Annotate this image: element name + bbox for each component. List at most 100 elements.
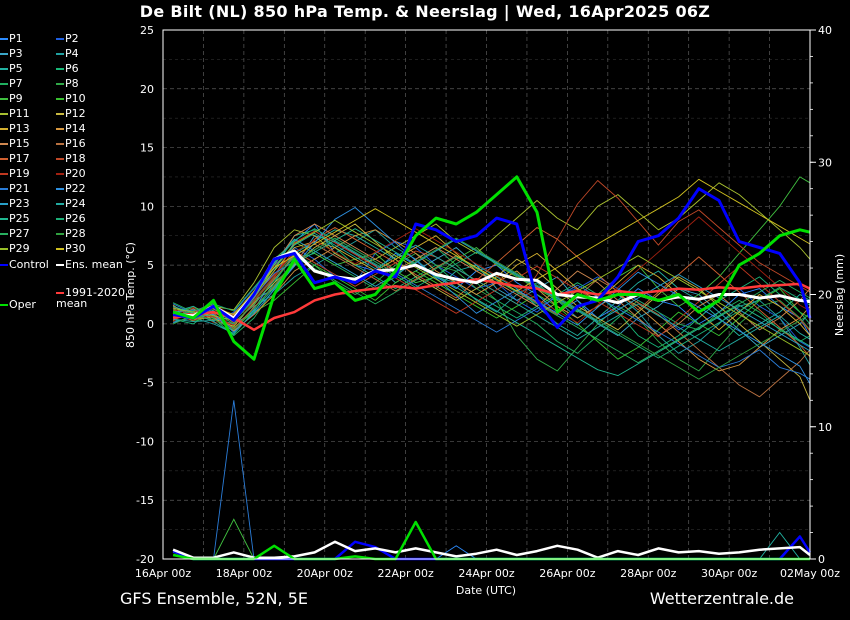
legend-label: P13 [9, 122, 30, 135]
legend-label: P25 [9, 212, 30, 225]
legend-label: P12 [65, 107, 86, 120]
legend-swatch [0, 203, 8, 205]
legend-label: P4 [65, 47, 79, 60]
legend-label: P2 [65, 32, 79, 45]
y2-tick-label: 0 [818, 553, 825, 566]
member-line-p10 [172, 264, 811, 360]
highlight-series [172, 175, 812, 361]
legend-item-p4: P4 [56, 47, 79, 60]
legend-label: P21 [9, 182, 30, 195]
legend-item-p14: P14 [56, 122, 86, 135]
legend-item-control: Control [0, 258, 49, 271]
y-tick-label: 5 [147, 259, 154, 272]
y-tick-label: 15 [140, 142, 154, 155]
y2-tick-label: 20 [818, 289, 832, 302]
chart-title: De Bilt (NL) 850 hPa Temp. & Neerslag | … [139, 2, 711, 21]
precipitation-series [172, 400, 812, 561]
y-tick-label: 0 [147, 318, 154, 331]
legend-item-p19: P19 [0, 167, 30, 180]
legend-item-p13: P13 [0, 122, 30, 135]
legend-swatch [56, 143, 64, 145]
plot-frame [162, 29, 811, 560]
legend-item-p16: P16 [56, 137, 86, 150]
legend-label: P19 [9, 167, 30, 180]
series-line-control [172, 187, 812, 329]
x-tick-label: 18Apr 00z [216, 567, 273, 580]
legend-label: P27 [9, 227, 30, 240]
x-tick-label: 20Apr 00z [297, 567, 354, 580]
legend-swatch [0, 83, 8, 85]
legend-swatch [0, 158, 8, 160]
legend-label: Oper [9, 298, 36, 311]
legend-item-p7: P7 [0, 77, 23, 90]
precip-line-p5 [173, 531, 810, 560]
legend-item-p29: P29 [0, 242, 30, 255]
legend-label: P30 [65, 242, 86, 255]
legend-item-p3: P3 [0, 47, 23, 60]
legend-item-p11: P11 [0, 107, 30, 120]
member-line-p21 [172, 237, 811, 380]
legend-label: P15 [9, 137, 30, 150]
legend-item-p27: P27 [0, 227, 30, 240]
legend-item-oper: Oper [0, 298, 36, 311]
legend-item-1991-2020-mean: 1991-2020 mean [56, 287, 125, 309]
y-tick-label: -15 [136, 494, 154, 507]
legend-item-p2: P2 [56, 32, 79, 45]
legend-swatch [56, 158, 64, 160]
legend-item-p28: P28 [56, 227, 86, 240]
x-tick-label: 16Apr 00z [135, 567, 192, 580]
legend-swatch [0, 38, 8, 40]
precip-line-p21 [173, 400, 810, 560]
legend-item-p10: P10 [56, 92, 86, 105]
legend-label: P20 [65, 167, 86, 180]
precip-line-ens-mean [172, 540, 811, 559]
legend-label: 1991-2020 mean [56, 286, 125, 310]
member-line-p19 [172, 230, 811, 338]
legend-label: P17 [9, 152, 30, 165]
y2-tick-label: 30 [818, 156, 832, 169]
legend-item-p17: P17 [0, 152, 30, 165]
legend-item-p12: P12 [56, 107, 86, 120]
legend-item-p18: P18 [56, 152, 86, 165]
legend-swatch [56, 113, 64, 115]
legend-label: P9 [9, 92, 23, 105]
x-tick-label: 30Apr 00z [701, 567, 758, 580]
x-axis-label: Date (UTC) [456, 584, 516, 597]
y-tick-label: 20 [140, 83, 154, 96]
legend-swatch [0, 304, 8, 306]
legend-label: P14 [65, 122, 86, 135]
member-line-p25 [172, 228, 811, 377]
model-info: GFS Ensemble, 52N, 5E [120, 589, 308, 608]
y2-tick-label: 10 [818, 421, 832, 434]
legend-swatch [0, 218, 8, 220]
legend-label: P1 [9, 32, 23, 45]
member-line-p20 [172, 216, 811, 324]
legend-swatch [56, 173, 64, 175]
legend-swatch [0, 173, 8, 175]
legend-item-ens-mean: Ens. mean [56, 258, 123, 271]
x-tick-label: 02May 00z [780, 567, 840, 580]
legend-swatch [0, 53, 8, 55]
legend-swatch [0, 98, 8, 100]
member-line-p4 [173, 229, 811, 366]
legend-item-p23: P23 [0, 197, 30, 210]
y-tick-label: 10 [140, 200, 154, 213]
legend-item-p15: P15 [0, 137, 30, 150]
legend-swatch [0, 68, 8, 70]
legend-label: P23 [9, 197, 30, 210]
member-line-p30 [172, 178, 811, 319]
series-line-1991-2020-mean [172, 277, 811, 332]
legend-item-p25: P25 [0, 212, 30, 225]
legend-swatch [56, 128, 64, 130]
member-line-p29 [173, 219, 811, 356]
legend-label: P3 [9, 47, 23, 60]
x-tick-label: 22Apr 00z [377, 567, 434, 580]
legend-label: P5 [9, 62, 23, 75]
y-tick-label: 25 [140, 24, 154, 37]
legend-swatch [56, 188, 64, 190]
legend-label: P10 [65, 92, 86, 105]
legend-swatch [0, 143, 8, 145]
legend-label: P18 [65, 152, 86, 165]
member-line-p24 [173, 232, 811, 352]
legend-item-p26: P26 [56, 212, 86, 225]
